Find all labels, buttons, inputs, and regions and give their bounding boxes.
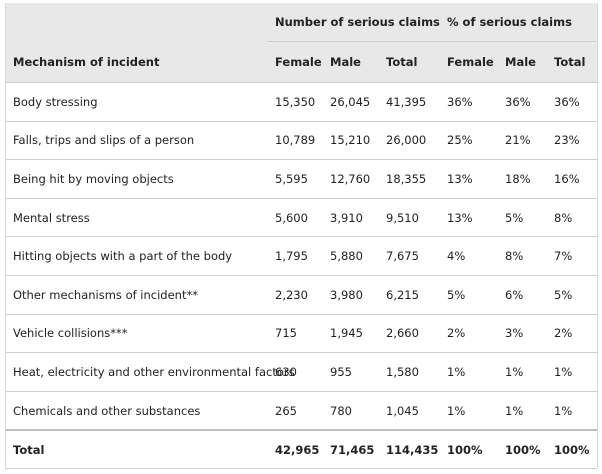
table-row: Chemicals and other substances 265 780 1… bbox=[5, 390, 598, 431]
total-male-pct: 100% bbox=[497, 429, 547, 470]
table-row: Vehicle collisions*** 715 1,945 2,660 2%… bbox=[5, 313, 598, 353]
serious-claims-table: Mechanism of incident Number of serious … bbox=[5, 3, 598, 470]
cell-mechanism: Heat, electricity and other environmenta… bbox=[5, 352, 295, 392]
cell-female-pct: 4% bbox=[439, 236, 498, 276]
cell-male: 3,910 bbox=[322, 197, 378, 237]
cell-male: 955 bbox=[322, 352, 378, 392]
cell-male: 26,045 bbox=[322, 82, 378, 122]
cell-female: 715 bbox=[267, 313, 322, 353]
cell-male-pct: 3% bbox=[497, 313, 547, 353]
cell-male: 5,880 bbox=[322, 236, 378, 276]
table-row: Mental stress 5,600 3,910 9,510 13% 5% 8… bbox=[5, 197, 598, 237]
header-column-row: Female Male Total Female Male Total bbox=[5, 41, 598, 83]
header-female-pct: Female bbox=[439, 41, 498, 83]
cell-female-pct: 1% bbox=[439, 352, 498, 392]
cell-total-pct: 36% bbox=[546, 82, 598, 122]
cell-total-pct: 1% bbox=[546, 352, 598, 392]
cell-total: 1,045 bbox=[378, 390, 440, 431]
table-row: Falls, trips and slips of a person 10,78… bbox=[5, 120, 598, 160]
cell-female: 5,600 bbox=[267, 197, 322, 237]
total-female: 42,965 bbox=[267, 429, 322, 470]
cell-female: 10,789 bbox=[267, 120, 322, 160]
cell-mechanism: Vehicle collisions*** bbox=[5, 313, 267, 353]
cell-male: 1,945 bbox=[322, 313, 378, 353]
cell-male-pct: 18% bbox=[497, 159, 547, 199]
cell-male-pct: 36% bbox=[497, 82, 547, 122]
cell-female-pct: 13% bbox=[439, 159, 498, 199]
cell-mechanism: Mental stress bbox=[5, 197, 267, 237]
cell-mechanism: Being hit by moving objects bbox=[5, 159, 267, 199]
total-label: Total bbox=[5, 429, 267, 470]
header-total-pct: Total bbox=[546, 41, 598, 83]
header-group-percent: % of serious claims bbox=[439, 3, 598, 42]
cell-mechanism: Other mechanisms of incident** bbox=[5, 274, 267, 315]
cell-total-pct: 1% bbox=[546, 390, 598, 431]
total-total: 114,435 bbox=[378, 429, 440, 470]
cell-female: 630 bbox=[267, 352, 322, 392]
cell-mechanism: Hitting objects with a part of the body bbox=[5, 236, 267, 276]
cell-total: 41,395 bbox=[378, 82, 440, 122]
cell-total: 1,580 bbox=[378, 352, 440, 392]
cell-total-pct: 2% bbox=[546, 313, 598, 353]
header-male: Male bbox=[322, 41, 378, 83]
cell-male-pct: 21% bbox=[497, 120, 547, 160]
total-male: 71,465 bbox=[322, 429, 378, 470]
header-total: Total bbox=[378, 41, 440, 83]
cell-female-pct: 36% bbox=[439, 82, 498, 122]
cell-female: 5,595 bbox=[267, 159, 322, 199]
cell-total: 6,215 bbox=[378, 274, 440, 315]
cell-male: 12,760 bbox=[322, 159, 378, 199]
cell-total: 18,355 bbox=[378, 159, 440, 199]
table-row: Being hit by moving objects 5,595 12,760… bbox=[5, 159, 598, 199]
cell-male: 780 bbox=[322, 390, 378, 431]
cell-total-pct: 7% bbox=[546, 236, 598, 276]
cell-male-pct: 5% bbox=[497, 197, 547, 237]
cell-male: 3,980 bbox=[322, 274, 378, 315]
header-group-row: Mechanism of incident Number of serious … bbox=[5, 3, 598, 83]
cell-total: 7,675 bbox=[378, 236, 440, 276]
table-row: Heat, electricity and other environmenta… bbox=[5, 352, 598, 392]
table-row: Other mechanisms of incident** 2,230 3,9… bbox=[5, 274, 598, 315]
table-body: Body stressing 15,350 26,045 41,395 36% … bbox=[5, 82, 598, 470]
cell-female: 2,230 bbox=[267, 274, 322, 315]
cell-total-pct: 8% bbox=[546, 197, 598, 237]
cell-total: 9,510 bbox=[378, 197, 440, 237]
cell-female-pct: 1% bbox=[439, 390, 498, 431]
cell-female-pct: 25% bbox=[439, 120, 498, 160]
cell-total-pct: 16% bbox=[546, 159, 598, 199]
cell-female: 1,795 bbox=[267, 236, 322, 276]
table-row: Body stressing 15,350 26,045 41,395 36% … bbox=[5, 82, 598, 122]
cell-mechanism: Body stressing bbox=[5, 82, 267, 122]
cell-female-pct: 5% bbox=[439, 274, 498, 315]
cell-mechanism: Falls, trips and slips of a person bbox=[5, 120, 267, 160]
cell-female: 15,350 bbox=[267, 82, 322, 122]
total-female-pct: 100% bbox=[439, 429, 498, 470]
total-row: Total 42,965 71,465 114,435 100% 100% 10… bbox=[5, 429, 598, 470]
cell-male-pct: 1% bbox=[497, 352, 547, 392]
cell-mechanism: Chemicals and other substances bbox=[5, 390, 267, 431]
header-female: Female bbox=[267, 41, 322, 83]
header-mechanism: Mechanism of incident bbox=[5, 3, 267, 83]
cell-male: 15,210 bbox=[322, 120, 378, 160]
cell-total: 2,660 bbox=[378, 313, 440, 353]
cell-total: 26,000 bbox=[378, 120, 440, 160]
cell-male-pct: 8% bbox=[497, 236, 547, 276]
cell-female-pct: 13% bbox=[439, 197, 498, 237]
cell-female-pct: 2% bbox=[439, 313, 498, 353]
total-total-pct: 100% bbox=[546, 429, 598, 470]
claims-table-container: Mechanism of incident Number of serious … bbox=[5, 3, 598, 470]
cell-male-pct: 6% bbox=[497, 274, 547, 315]
header-group-count: Number of serious claims bbox=[267, 3, 440, 42]
table-row: Hitting objects with a part of the body … bbox=[5, 236, 598, 276]
cell-total-pct: 5% bbox=[546, 274, 598, 315]
header-male-pct: Male bbox=[497, 41, 547, 83]
table-header: Mechanism of incident Number of serious … bbox=[5, 3, 598, 83]
cell-male-pct: 1% bbox=[497, 390, 547, 431]
cell-total-pct: 23% bbox=[546, 120, 598, 160]
cell-female: 265 bbox=[267, 390, 322, 431]
